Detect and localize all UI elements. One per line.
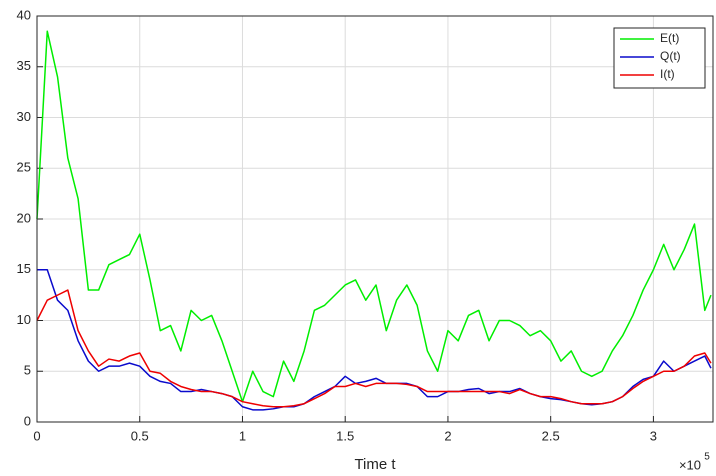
y-tick-label: 30 xyxy=(17,109,31,124)
x-tick-label: 1 xyxy=(239,428,246,443)
x-tick-label: 3 xyxy=(650,428,657,443)
y-tick-label: 20 xyxy=(17,210,31,225)
y-tick-label: 15 xyxy=(17,261,31,276)
y-tick-label: 10 xyxy=(17,312,31,327)
legend-box xyxy=(613,27,706,89)
y-tick-label: 40 xyxy=(17,7,31,22)
axes-box xyxy=(36,15,714,423)
x-exponent-base: ×10 xyxy=(679,457,701,472)
y-tick-label: 35 xyxy=(17,58,31,73)
data-line xyxy=(36,289,712,408)
x-tick-label: 2.5 xyxy=(542,428,560,443)
data-line xyxy=(36,30,712,403)
x-tick-label: 2 xyxy=(444,428,451,443)
y-tick-label: 5 xyxy=(24,363,31,378)
legend-label: Q(t) xyxy=(660,49,681,63)
y-tick-label: 25 xyxy=(17,160,31,175)
x-tick-label: 0 xyxy=(33,428,40,443)
x-exponent: 5 xyxy=(704,452,710,463)
x-tick-label: 0.5 xyxy=(131,428,149,443)
x-tick-label: 1.5 xyxy=(336,428,354,443)
y-tick-label: 0 xyxy=(24,413,31,428)
legend-label: E(t) xyxy=(660,31,679,45)
legend-label: I(t) xyxy=(660,67,675,81)
x-axis-label: Time t xyxy=(354,456,396,473)
